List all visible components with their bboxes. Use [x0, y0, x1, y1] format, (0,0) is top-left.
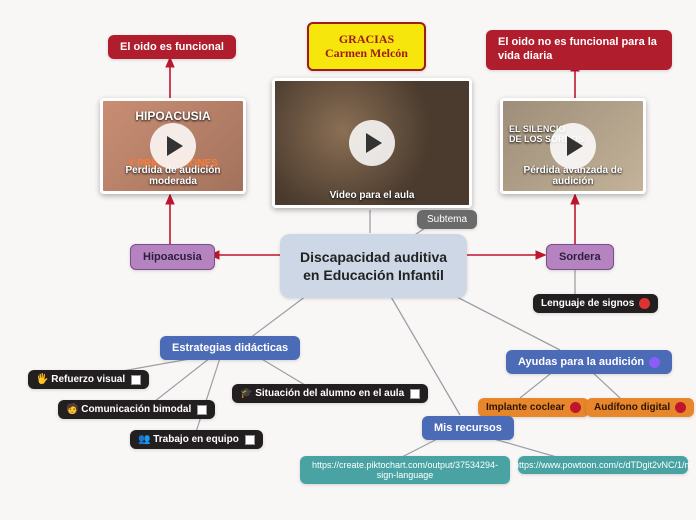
central-topic[interactable]: Discapacidad auditiva en Educación Infan… [280, 234, 467, 298]
video-center-caption: Video para el aula [275, 190, 469, 201]
comunicacion-bimodal[interactable]: 🧑 Comunicación bimodal [58, 400, 215, 419]
video-center[interactable]: Video para el aula [272, 78, 472, 208]
situacion-alumno[interactable]: 🎓 Situación del alumno en el aula [232, 384, 428, 403]
play-icon [349, 120, 395, 166]
credit-line2: Carmen Melcón [325, 46, 408, 60]
checkbox-icon[interactable] [410, 389, 420, 399]
sordera[interactable]: Sordera [546, 244, 614, 270]
refuerzo-visual[interactable]: 🖐 Refuerzo visual [28, 370, 149, 389]
subtema[interactable]: Subtema [417, 210, 477, 229]
mis-recursos[interactable]: Mis recursos [422, 416, 514, 440]
credit-line1: GRACIAS [325, 32, 408, 46]
oido-no-funcional[interactable]: El oido no es funcional para la vida dia… [486, 30, 672, 70]
checkbox-icon[interactable] [245, 435, 255, 445]
audifono-digital[interactable]: Audífono digital [586, 398, 694, 417]
credit-box: GRACIAS Carmen Melcón [307, 22, 426, 71]
resource-url-2[interactable]: https://www.powtoon.com/c/dTDgit2vNC/1/m [518, 456, 688, 474]
video-left-title: HIPOACUSIA [103, 109, 243, 123]
oido-funcional[interactable]: El oido es funcional [108, 35, 236, 59]
estrategias[interactable]: Estrategias didácticas [160, 336, 300, 360]
play-icon [550, 123, 596, 169]
checkbox-icon[interactable] [131, 375, 141, 385]
ayudas-audicion[interactable]: Ayudas para la audición [506, 350, 672, 374]
indicator-icon [649, 357, 660, 368]
indicator-icon [570, 402, 581, 413]
video-left[interactable]: HIPOACUSIA TIPOS Y PRECAUCIONES Perdida … [100, 98, 246, 194]
play-icon [150, 123, 196, 169]
resource-url-1[interactable]: https://create.piktochart.com/output/375… [300, 456, 510, 484]
checkbox-icon[interactable] [197, 405, 207, 415]
indicator-icon [639, 298, 650, 309]
lenguaje-signos[interactable]: Lenguaje de signos [533, 294, 658, 313]
trabajo-equipo[interactable]: 👥 Trabajo en equipo [130, 430, 263, 449]
hipoacusia[interactable]: Hipoacusia [130, 244, 215, 270]
implante-coclear[interactable]: Implante coclear [478, 398, 589, 417]
video-right[interactable]: EL SILENCIO DE LOS SORDOS Pérdida avanza… [500, 98, 646, 194]
indicator-icon [675, 402, 686, 413]
